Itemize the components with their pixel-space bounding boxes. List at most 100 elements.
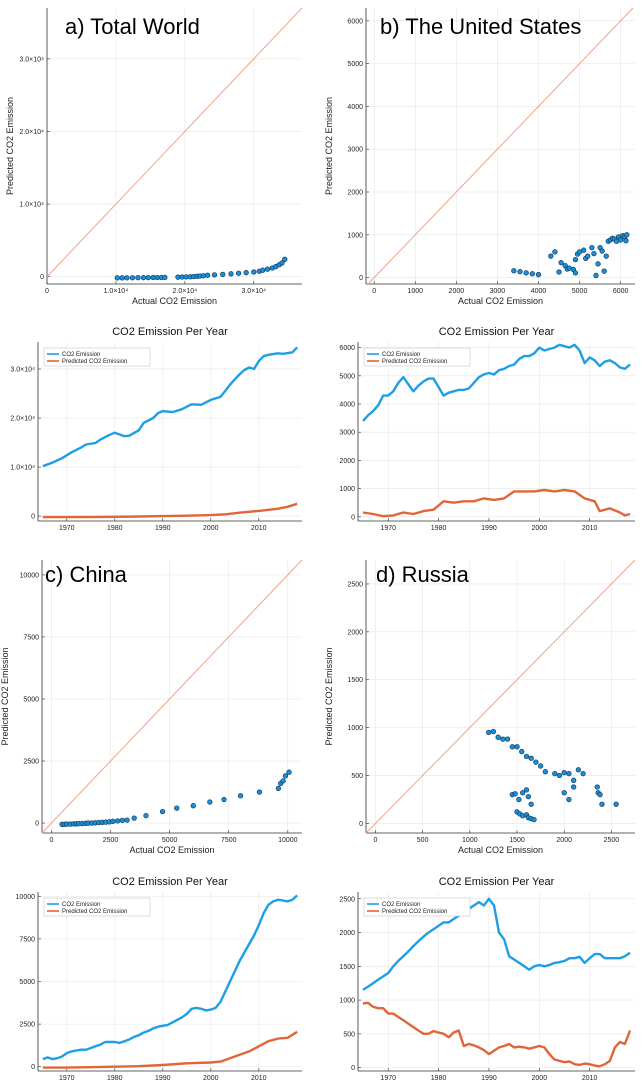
data-point bbox=[124, 817, 130, 823]
data-point bbox=[535, 271, 542, 278]
data-point bbox=[585, 253, 591, 259]
y-tick-label: 1500 bbox=[339, 964, 355, 971]
data-point bbox=[235, 270, 242, 276]
data-point bbox=[275, 785, 282, 791]
y-tick-label: 1000 bbox=[339, 486, 355, 493]
data-point bbox=[131, 815, 137, 821]
y-tick-label: 0 bbox=[31, 514, 35, 521]
y-tick-label: 3.0×10⁴ bbox=[19, 56, 44, 63]
data-point bbox=[514, 744, 520, 750]
panel-label: b) The United States bbox=[380, 14, 581, 39]
data-point bbox=[143, 812, 149, 819]
x-tick-label: 2000 bbox=[203, 1075, 219, 1082]
a-scatter-panel: 0 1.0×10⁴ 2.0×10⁴ 3.0×10⁴ 0 1.0×10⁴ 2.0×10⁴ 3.0… bbox=[5, 7, 303, 306]
c-line-panel: 1970 1980 1990 2000 2010 0 2500 5000 7500 10000 CO… bbox=[16, 876, 302, 1082]
data-point bbox=[486, 729, 492, 736]
data-point bbox=[243, 270, 249, 276]
x-tick-label: 1970 bbox=[59, 1075, 75, 1082]
y-tick-label: 0 bbox=[359, 821, 363, 828]
y-tick-label: 3000 bbox=[339, 430, 355, 437]
data-point bbox=[566, 796, 572, 803]
data-point bbox=[256, 789, 263, 795]
legend-label: Predicted CO2 Emission bbox=[382, 359, 447, 365]
y-tick-label: 6000 bbox=[339, 345, 355, 352]
x-tick-label: 2500 bbox=[103, 837, 119, 844]
y-tick-label: 3000 bbox=[347, 147, 363, 154]
panel-label: c) China bbox=[45, 562, 128, 587]
data-point bbox=[207, 799, 213, 805]
y-tick-label: 2500 bbox=[19, 1022, 35, 1029]
y-tick-label: 2000 bbox=[347, 190, 363, 197]
y-tick-label: 2.0×10⁴ bbox=[10, 416, 35, 423]
data-point bbox=[516, 796, 522, 803]
series-line-0 bbox=[362, 343, 631, 422]
x-tick-label: 5000 bbox=[572, 288, 588, 295]
x-tick-label: 0 bbox=[50, 837, 54, 844]
x-tick-label: 0 bbox=[45, 288, 49, 295]
chart-title: CO2 Emission Per Year bbox=[439, 326, 555, 338]
legend-box bbox=[363, 897, 471, 917]
data-point bbox=[601, 268, 607, 274]
data-point bbox=[520, 790, 526, 796]
y-axis-label: Predicted CO2 Emission bbox=[0, 647, 10, 745]
data-point bbox=[561, 790, 567, 796]
y-tick-label: 500 bbox=[351, 773, 363, 780]
b-line-panel: 1970 1980 1990 2000 2010 0 1000 2000 3000 4000 500… bbox=[339, 326, 635, 532]
y-tick-label: 0 bbox=[40, 274, 44, 281]
panel-label: a) Total World bbox=[65, 14, 200, 39]
x-tick-label: 1970 bbox=[380, 1075, 396, 1082]
data-point bbox=[124, 275, 130, 281]
x-tick-label: 1980 bbox=[431, 1075, 447, 1082]
data-point bbox=[260, 267, 266, 273]
x-tick-label: 0 bbox=[373, 837, 377, 844]
y-tick-label: 10000 bbox=[16, 894, 36, 901]
data-point bbox=[114, 275, 120, 281]
reference-line bbox=[46, 7, 303, 278]
data-point bbox=[500, 736, 506, 742]
a-line-panel: 1970 1980 1990 2000 2010 0 1.0×10⁴ 2.0×10⁴ 3.0×1… bbox=[10, 326, 302, 532]
reference-line bbox=[41, 559, 303, 834]
x-tick-label: 2010 bbox=[251, 525, 267, 532]
data-point bbox=[591, 250, 597, 257]
x-tick-label: 2500 bbox=[604, 837, 620, 844]
x-tick-label: 1500 bbox=[509, 837, 525, 844]
data-point bbox=[145, 274, 151, 281]
data-point bbox=[159, 809, 166, 815]
data-point bbox=[599, 248, 605, 254]
y-tick-label: 2000 bbox=[347, 629, 363, 636]
data-point bbox=[599, 801, 605, 807]
x-tick-label: 2010 bbox=[251, 1075, 267, 1082]
reference-line bbox=[365, 559, 636, 834]
data-point bbox=[624, 232, 630, 238]
y-tick-label: 1000 bbox=[347, 232, 363, 239]
y-tick-label: 2500 bbox=[23, 759, 39, 766]
data-point bbox=[566, 770, 572, 777]
y-tick-label: 500 bbox=[343, 1031, 355, 1038]
x-axis-label: Actual CO2 Emission bbox=[458, 296, 543, 306]
data-point bbox=[286, 769, 292, 775]
x-tick-label: 10000 bbox=[278, 837, 298, 844]
d-line-panel: 1970 1980 1990 2000 2010 0 500 1000 1500 2000 2500… bbox=[339, 876, 635, 1082]
data-point bbox=[251, 269, 257, 275]
y-tick-label: 1500 bbox=[347, 677, 363, 684]
legend-box bbox=[43, 347, 151, 367]
y-tick-label: 1000 bbox=[339, 998, 355, 1005]
x-tick-label: 0 bbox=[372, 288, 376, 295]
y-tick-label: 0 bbox=[359, 275, 363, 282]
data-point bbox=[542, 769, 548, 775]
y-axis-label: Predicted CO2 Emission bbox=[324, 97, 334, 195]
x-tick-label: 5000 bbox=[162, 837, 178, 844]
data-point bbox=[129, 275, 136, 281]
x-tick-label: 2000 bbox=[203, 525, 219, 532]
c-scatter-panel: 0 2500 5000 7500 10000 0 2500 5000 7500 10000 c) C… bbox=[0, 559, 303, 855]
data-point bbox=[537, 763, 544, 769]
y-axis-label: Predicted CO2 Emission bbox=[5, 97, 15, 195]
x-tick-label: 1000 bbox=[462, 837, 478, 844]
d-scatter-panel: 0 500 1000 1500 2000 2500 0 500 1000 1500 2000 2500… bbox=[324, 559, 636, 855]
data-point bbox=[603, 253, 609, 259]
y-tick-label: 5000 bbox=[23, 696, 39, 703]
series-line-1 bbox=[42, 502, 298, 519]
data-point bbox=[572, 256, 579, 263]
legend-box bbox=[43, 897, 151, 917]
data-point bbox=[282, 256, 288, 262]
